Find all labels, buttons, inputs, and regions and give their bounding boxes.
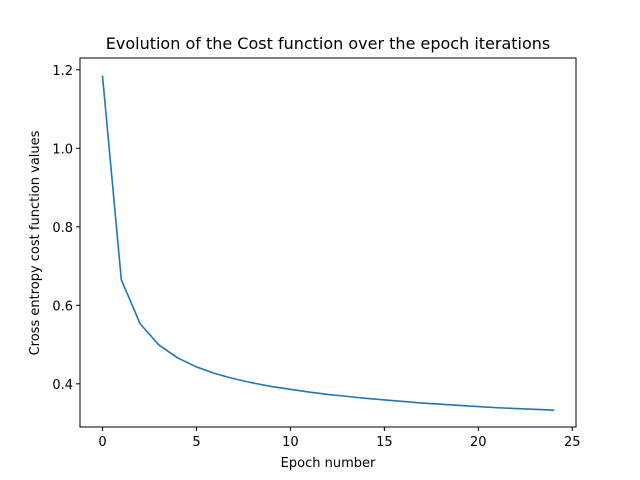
x-tick-label: 5 (192, 435, 200, 450)
y-tick-label: 0.8 (52, 221, 73, 236)
x-tick-label: 15 (376, 435, 393, 450)
series-line-0 (101, 75, 555, 411)
x-tick-label: 10 (282, 435, 299, 450)
x-axis-label: Epoch number (281, 456, 376, 471)
axes-frame (79, 57, 577, 428)
x-tick-label: 25 (564, 435, 581, 450)
y-tick-label: 1.2 (52, 64, 73, 79)
chart-title: Evolution of the Cost function over the … (106, 34, 551, 53)
y-axis-label: Cross entropy cost function values (28, 130, 43, 355)
y-tick-label: 1.0 (52, 142, 73, 157)
y-tick-label: 0.6 (52, 299, 73, 314)
plot-area (101, 75, 555, 411)
y-tick-label: 0.4 (52, 378, 73, 393)
x-tick-label: 0 (98, 435, 106, 450)
x-tick-label: 20 (470, 435, 487, 450)
